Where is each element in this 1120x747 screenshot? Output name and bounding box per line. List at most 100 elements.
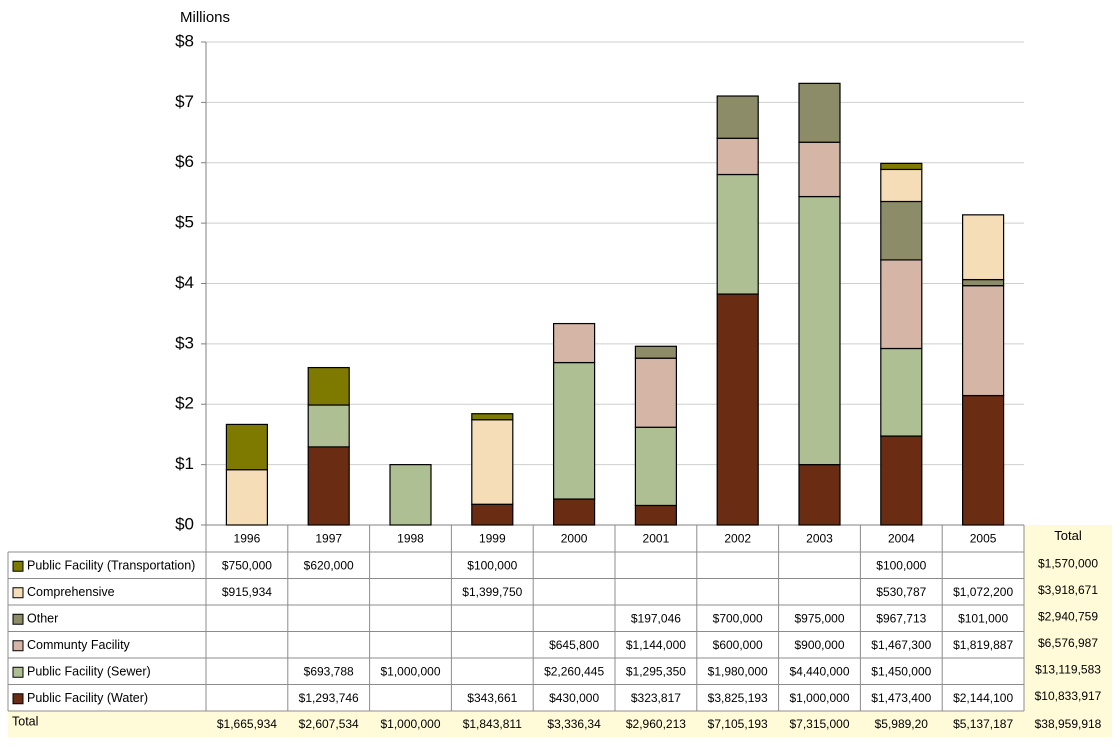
table-cell: $323,817: [631, 691, 681, 705]
table-cell: $101,000: [958, 611, 1008, 625]
bar-segment: [471, 503, 514, 526]
y-tick-label: $7: [175, 92, 194, 111]
row-total: $10,833,917: [1035, 689, 1102, 703]
bar-segment: [225, 469, 268, 526]
x-category-label: 2001: [643, 532, 670, 546]
table-cell: $343,661: [467, 691, 517, 705]
legend-label: Public Facility (Transportation): [27, 559, 195, 573]
bar-segment: [961, 278, 1005, 287]
table-cell: $1,819,887: [953, 638, 1013, 652]
bar-segment: [225, 423, 268, 471]
legend-swatch: [12, 613, 24, 625]
table-cell: $645,800: [549, 638, 599, 652]
y-tick-label: $8: [175, 31, 194, 50]
bar-segment: [880, 168, 923, 203]
bar-segment: [798, 141, 841, 198]
row-total: $6,576,987: [1038, 636, 1098, 650]
table-cell: $1,144,000: [626, 638, 686, 652]
bar-segment: [716, 137, 759, 176]
y-tick-label: $4: [175, 273, 194, 292]
table-cell: $1,295,350: [626, 664, 686, 678]
x-category-label: 1996: [234, 532, 261, 546]
y-tick-label: $2: [175, 394, 194, 413]
x-category-label: 1998: [397, 532, 424, 546]
table-cell: $1,293,746: [299, 691, 359, 705]
bar-segment: [716, 95, 759, 139]
table-cell: $197,046: [631, 611, 681, 625]
bar-segment: [634, 504, 678, 526]
bar-segment: [880, 347, 923, 437]
bar-segment: [961, 214, 1005, 281]
x-category-label: 2000: [561, 532, 588, 546]
bar-segment: [552, 322, 596, 364]
bar-segment: [880, 259, 923, 350]
table-cell: $430,000: [549, 691, 599, 705]
bar-segment: [634, 345, 678, 359]
table-cell: $100,000: [467, 558, 517, 572]
table-cell: $1,473,400: [871, 691, 931, 705]
table-cell: $750,000: [222, 558, 272, 572]
x-category-label: 1997: [315, 532, 342, 546]
legend-swatch: [12, 560, 24, 572]
x-category-label: 2003: [806, 532, 833, 546]
bar-segment: [961, 394, 1005, 526]
row-total: $2,940,759: [1038, 609, 1098, 623]
total-row-highlight: [8, 711, 1112, 737]
bar-segment: [798, 464, 841, 526]
legend-swatch: [12, 666, 24, 678]
y-tick-label: $3: [175, 333, 194, 352]
bar-segment: [716, 173, 759, 295]
bar-segment: [798, 195, 841, 466]
legend-label: Public Facility (Sewer): [27, 665, 151, 679]
totals-column-highlight: [1024, 525, 1112, 737]
table-cell: $1,000,000: [380, 664, 440, 678]
bar-segment: [389, 464, 432, 526]
bar-segment: [471, 413, 514, 421]
column-total: $1,843,811: [463, 717, 522, 731]
bar-segment: [880, 435, 923, 526]
table-cell: $967,713: [876, 611, 926, 625]
bar-segment: [634, 357, 678, 428]
column-total: $2,960,213: [626, 717, 686, 731]
bar-segment: [798, 82, 841, 143]
y-tick-label: $1: [175, 454, 194, 473]
table-cell: $900,000: [794, 638, 844, 652]
row-total: $1,570,000: [1038, 556, 1098, 570]
x-category-label: 2005: [970, 532, 997, 546]
legend-swatch: [12, 587, 24, 599]
table-cell: $100,000: [876, 558, 926, 572]
legend-label: Other: [27, 612, 58, 626]
bar-segment: [634, 426, 678, 507]
table-cell: $4,440,000: [789, 664, 849, 678]
table-cell: $1,467,300: [871, 638, 931, 652]
legend-label: Public Facility (Water): [27, 691, 148, 705]
column-total: $7,105,193: [708, 717, 768, 731]
column-total: $7,315,000: [789, 717, 849, 731]
legend-swatch: [12, 640, 24, 652]
table-cell: $1,000,000: [789, 691, 849, 705]
bar-segment: [552, 361, 596, 500]
bar-segment: [471, 419, 514, 505]
column-total: $2,607,534: [299, 717, 359, 731]
column-total: $1,000,000: [380, 717, 440, 731]
table-cell: $915,934: [222, 585, 272, 599]
table-cell: $3,825,193: [708, 691, 768, 705]
table-cell: $1,980,000: [708, 664, 768, 678]
total-header: Total: [1054, 528, 1082, 543]
x-category-label: 2002: [724, 532, 751, 546]
table-cell: $700,000: [713, 611, 763, 625]
table-cell: $1,399,750: [462, 585, 522, 599]
table-cell: $1,450,000: [871, 664, 931, 678]
legend-swatch: [12, 693, 24, 705]
column-total: $3,336,34: [547, 717, 601, 731]
column-total: $5,137,187: [953, 717, 1013, 731]
bar-segment: [552, 498, 596, 526]
bar-segment: [880, 200, 923, 261]
row-total: $13,119,583: [1035, 662, 1101, 676]
legend-label: Comprehensive: [27, 585, 115, 599]
bar-segment: [307, 404, 350, 448]
x-category-label: 1999: [479, 532, 506, 546]
legend-label: Communty Facility: [27, 638, 131, 652]
